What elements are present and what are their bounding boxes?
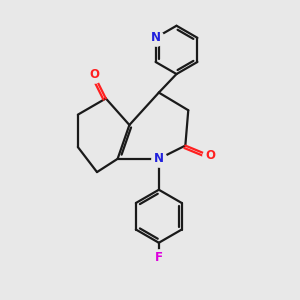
Text: O: O [206,149,215,162]
Text: N: N [151,31,160,44]
Text: F: F [155,251,163,264]
Text: O: O [89,68,99,81]
Text: N: N [154,152,164,165]
